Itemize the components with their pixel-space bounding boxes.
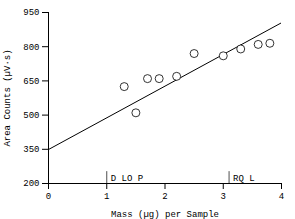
svg-text:3: 3 — [221, 192, 226, 202]
svg-text:800: 800 — [23, 43, 39, 53]
svg-text:1: 1 — [104, 192, 109, 202]
svg-text:RQ L: RQ L — [233, 174, 255, 184]
svg-text:D LO P: D LO P — [111, 174, 143, 184]
svg-text:950: 950 — [23, 8, 39, 18]
svg-text:2: 2 — [162, 192, 167, 202]
svg-text:0: 0 — [46, 192, 51, 202]
svg-text:Area Counts (µV·s): Area Counts (µV·s) — [3, 49, 13, 146]
svg-text:500: 500 — [23, 111, 39, 121]
svg-text:200: 200 — [23, 179, 39, 189]
svg-text:350: 350 — [23, 145, 39, 155]
svg-text:650: 650 — [23, 77, 39, 87]
svg-text:Mass (µg) per Sample: Mass (µg) per Sample — [111, 210, 219, 219]
svg-text:4: 4 — [279, 192, 284, 202]
